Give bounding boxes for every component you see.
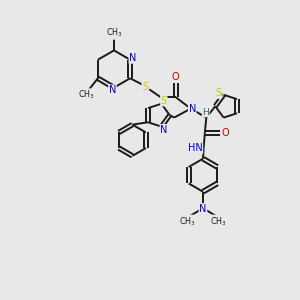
Text: N: N xyxy=(160,124,167,135)
Text: N: N xyxy=(199,204,207,214)
Text: CH$_3$: CH$_3$ xyxy=(106,27,122,39)
Text: S: S xyxy=(161,96,167,106)
Text: S: S xyxy=(215,88,221,98)
Text: S: S xyxy=(142,82,148,92)
Text: O: O xyxy=(172,72,179,82)
Text: N: N xyxy=(109,85,116,95)
Text: O: O xyxy=(221,128,229,138)
Text: H: H xyxy=(202,108,209,117)
Text: CH$_3$: CH$_3$ xyxy=(211,215,227,228)
Text: N: N xyxy=(188,103,196,114)
Text: N: N xyxy=(129,53,136,63)
Text: HN: HN xyxy=(188,143,203,153)
Text: CH$_3$: CH$_3$ xyxy=(78,89,95,101)
Text: CH$_3$: CH$_3$ xyxy=(179,215,196,228)
